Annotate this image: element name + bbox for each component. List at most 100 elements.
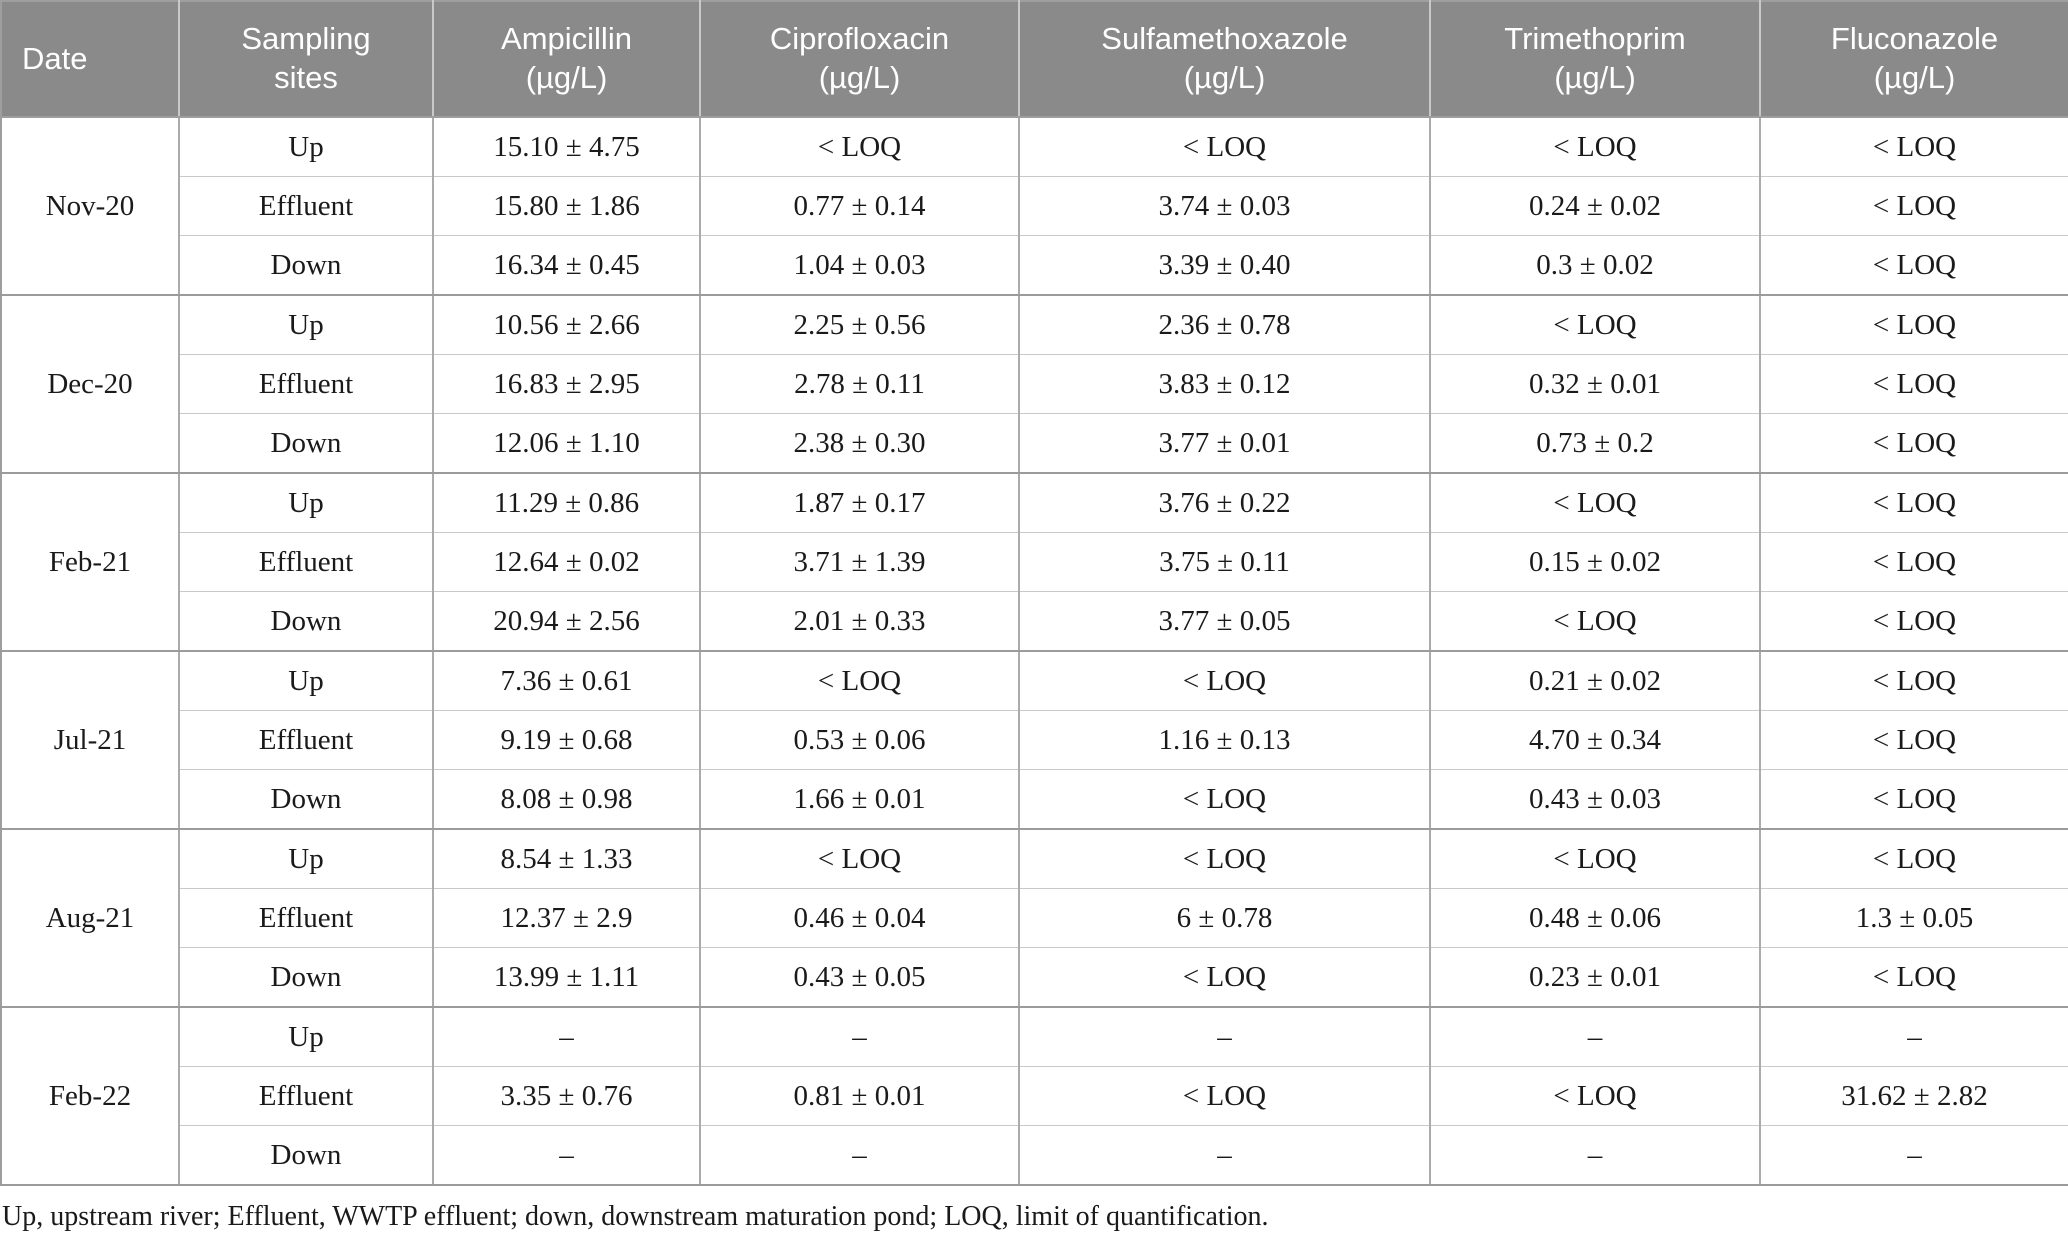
table-row: Down – – – – –: [1, 1125, 2068, 1186]
value-cell: 3.83 ± 0.12: [1018, 354, 1430, 414]
value-cell: 6 ± 0.78: [1018, 888, 1430, 948]
column-header-sulfamethoxazole: Sulfamethoxazole (µg/L): [1018, 1, 1430, 118]
value-cell: < LOQ: [1759, 829, 2068, 889]
value-cell: –: [1759, 1125, 2068, 1186]
site-cell: Up: [178, 295, 433, 355]
table-row: Aug-21 Up 8.54 ± 1.33 < LOQ < LOQ < LOQ …: [1, 829, 2068, 1008]
value-cell: 3.75 ± 0.11: [1018, 532, 1430, 592]
site-cell: Down: [178, 235, 433, 296]
value-cell: 0.15 ± 0.02: [1429, 532, 1760, 592]
value-cell: 0.43 ± 0.05: [699, 947, 1019, 1008]
value-cell: 10.56 ± 2.66: [432, 295, 700, 355]
value-cell: < LOQ: [1759, 947, 2068, 1008]
value-cell: 2.38 ± 0.30: [699, 413, 1019, 474]
value-cell: –: [432, 1007, 700, 1067]
value-cell: < LOQ: [1018, 1066, 1430, 1126]
table-row: Down 8.08 ± 0.98 1.66 ± 0.01 < LOQ 0.43 …: [1, 769, 2068, 830]
site-cell: Effluent: [178, 888, 433, 948]
value-cell: 4.70 ± 0.34: [1429, 710, 1760, 770]
column-header-sampling-sites: Sampling sites: [178, 1, 433, 118]
value-cell: –: [699, 1007, 1019, 1067]
value-cell: 0.21 ± 0.02: [1429, 651, 1760, 711]
value-cell: < LOQ: [1018, 117, 1430, 177]
value-cell: < LOQ: [1759, 354, 2068, 414]
table-row: Effluent 12.37 ± 2.9 0.46 ± 0.04 6 ± 0.7…: [1, 888, 2068, 948]
value-cell: 2.25 ± 0.56: [699, 295, 1019, 355]
concentration-table: Date Sampling sites Ampicillin (µg/L) Ci…: [0, 0, 2068, 1186]
value-cell: 0.81 ± 0.01: [699, 1066, 1019, 1126]
column-header-ampicillin: Ampicillin (µg/L): [432, 1, 700, 118]
value-cell: 13.99 ± 1.11: [432, 947, 700, 1008]
value-cell: 1.66 ± 0.01: [699, 769, 1019, 830]
site-cell: Up: [178, 117, 433, 177]
value-cell: 0.77 ± 0.14: [699, 176, 1019, 236]
value-cell: –: [1759, 1007, 2068, 1067]
table-row: Dec-20 Up 10.56 ± 2.66 2.25 ± 0.56 2.36 …: [1, 295, 2068, 474]
table-row: Feb-21 Up 11.29 ± 0.86 1.87 ± 0.17 3.76 …: [1, 473, 2068, 652]
value-cell: < LOQ: [1759, 413, 2068, 474]
table-row: Down 16.34 ± 0.45 1.04 ± 0.03 3.39 ± 0.4…: [1, 235, 2068, 296]
value-cell: –: [1429, 1125, 1760, 1186]
site-cell: Down: [178, 591, 433, 652]
value-cell: < LOQ: [1759, 532, 2068, 592]
site-cell: Effluent: [178, 354, 433, 414]
value-cell: 1.16 ± 0.13: [1018, 710, 1430, 770]
value-cell: 3.76 ± 0.22: [1018, 473, 1430, 533]
value-cell: < LOQ: [1429, 591, 1760, 652]
value-cell: < LOQ: [699, 829, 1019, 889]
date-cell: Dec-20: [1, 295, 179, 474]
table-row: Feb-22 Up – – – – –: [1, 1007, 2068, 1186]
value-cell: 0.46 ± 0.04: [699, 888, 1019, 948]
table-row: Down 12.06 ± 1.10 2.38 ± 0.30 3.77 ± 0.0…: [1, 413, 2068, 474]
value-cell: < LOQ: [1018, 947, 1430, 1008]
value-cell: < LOQ: [1759, 769, 2068, 830]
value-cell: 1.04 ± 0.03: [699, 235, 1019, 296]
value-cell: < LOQ: [1018, 829, 1430, 889]
value-cell: 7.36 ± 0.61: [432, 651, 700, 711]
value-cell: 16.83 ± 2.95: [432, 354, 700, 414]
value-cell: 12.06 ± 1.10: [432, 413, 700, 474]
value-cell: 16.34 ± 0.45: [432, 235, 700, 296]
table-row: Down 20.94 ± 2.56 2.01 ± 0.33 3.77 ± 0.0…: [1, 591, 2068, 652]
site-cell: Effluent: [178, 710, 433, 770]
date-cell: Feb-21: [1, 473, 179, 652]
value-cell: 3.39 ± 0.40: [1018, 235, 1430, 296]
value-cell: 0.3 ± 0.02: [1429, 235, 1760, 296]
value-cell: 12.37 ± 2.9: [432, 888, 700, 948]
value-cell: –: [432, 1125, 700, 1186]
value-cell: 0.53 ± 0.06: [699, 710, 1019, 770]
value-cell: < LOQ: [1429, 1066, 1760, 1126]
value-cell: 3.35 ± 0.76: [432, 1066, 700, 1126]
value-cell: < LOQ: [1759, 651, 2068, 711]
value-cell: 15.10 ± 4.75: [432, 117, 700, 177]
value-cell: 8.54 ± 1.33: [432, 829, 700, 889]
value-cell: 20.94 ± 2.56: [432, 591, 700, 652]
table-row: Effluent 16.83 ± 2.95 2.78 ± 0.11 3.83 ±…: [1, 354, 2068, 414]
site-cell: Up: [178, 473, 433, 533]
table-row: Effluent 9.19 ± 0.68 0.53 ± 0.06 1.16 ± …: [1, 710, 2068, 770]
column-header-date: Date: [1, 1, 179, 118]
value-cell: 0.24 ± 0.02: [1429, 176, 1760, 236]
date-cell: Jul-21: [1, 651, 179, 830]
site-cell: Up: [178, 829, 433, 889]
column-header-ciprofloxacin: Ciprofloxacin (µg/L): [699, 1, 1019, 118]
site-cell: Down: [178, 1125, 433, 1186]
table-row: Effluent 12.64 ± 0.02 3.71 ± 1.39 3.75 ±…: [1, 532, 2068, 592]
value-cell: –: [699, 1125, 1019, 1186]
date-cell: Aug-21: [1, 829, 179, 1008]
value-cell: 12.64 ± 0.02: [432, 532, 700, 592]
site-cell: Effluent: [178, 176, 433, 236]
value-cell: 8.08 ± 0.98: [432, 769, 700, 830]
value-cell: 3.74 ± 0.03: [1018, 176, 1430, 236]
value-cell: < LOQ: [1018, 769, 1430, 830]
value-cell: < LOQ: [1429, 473, 1760, 533]
site-cell: Effluent: [178, 532, 433, 592]
value-cell: < LOQ: [1759, 473, 2068, 533]
value-cell: < LOQ: [699, 117, 1019, 177]
value-cell: 3.71 ± 1.39: [699, 532, 1019, 592]
table-row: Nov-20 Up 15.10 ± 4.75 < LOQ < LOQ < LOQ…: [1, 117, 2068, 296]
value-cell: 0.43 ± 0.03: [1429, 769, 1760, 830]
value-cell: < LOQ: [1759, 710, 2068, 770]
site-cell: Down: [178, 947, 433, 1008]
value-cell: 9.19 ± 0.68: [432, 710, 700, 770]
